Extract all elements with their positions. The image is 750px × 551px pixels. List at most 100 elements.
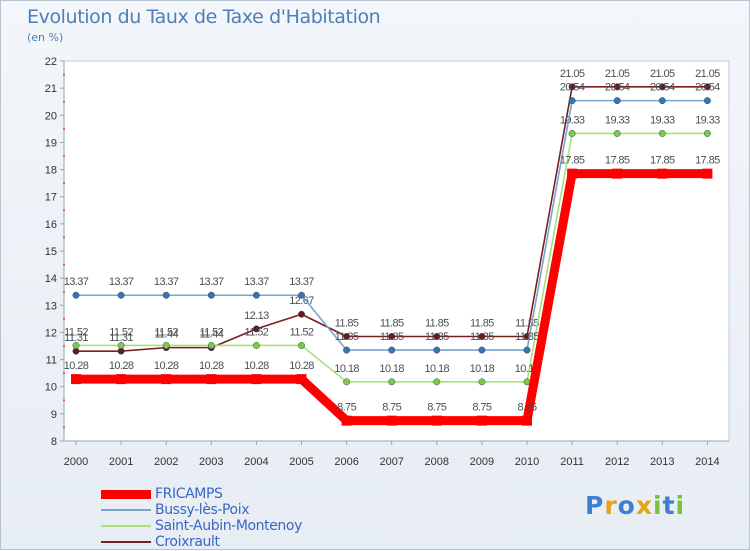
data-point-croixrault (658, 83, 666, 91)
data-point-bussy-les-poix (433, 346, 441, 354)
data-point-bussy-les-poix (388, 346, 396, 354)
data-point-fricamps (702, 168, 713, 179)
data-label-croixrault: 21.05 (560, 68, 585, 80)
brand-letter: x (635, 491, 653, 520)
data-label-bussy-les-poix: 11.35 (335, 331, 359, 343)
data-point-fricamps (71, 374, 81, 385)
data-label-bussy-les-poix: 20.54 (605, 82, 630, 94)
y-minor-tick (63, 290, 65, 293)
data-label-saint-aubin-montenoy: 11.52 (290, 326, 314, 338)
y-tick-label: 16 (45, 219, 57, 231)
x-tick-label: 2001 (109, 456, 133, 468)
data-point-croixrault (613, 83, 621, 91)
legend-label: Croixrault (155, 534, 220, 550)
data-point-bussy-les-poix (207, 291, 215, 299)
data-label-fricamps: 17.85 (650, 155, 675, 167)
data-point-saint-aubin-montenoy (252, 342, 260, 349)
data-point-saint-aubin-montenoy (207, 342, 215, 349)
data-point-saint-aubin-montenoy (117, 342, 125, 349)
y-tick-label: 8 (51, 436, 57, 448)
y-tick-label: 13 (45, 300, 57, 312)
data-label-bussy-les-poix: 13.37 (64, 276, 89, 288)
data-label-saint-aubin-montenoy: 19.33 (650, 114, 675, 126)
legend-item-saint-aubin-montenoy: Saint-Aubin-Montenoy (101, 518, 302, 534)
data-label-bussy-les-poix: 20.54 (650, 82, 675, 94)
data-label-saint-aubin-montenoy: 10.18 (470, 363, 495, 375)
data-point-croixrault (478, 333, 486, 340)
data-label-bussy-les-poix: 13.37 (244, 276, 269, 288)
y-tick-label: 15 (45, 246, 57, 258)
data-point-croixrault (252, 325, 260, 333)
legend-item-bussy-les-poix: Bussy-lès-Poix (101, 502, 302, 518)
legend-swatch (101, 541, 151, 543)
brand-letter: i (675, 491, 686, 520)
y-minor-tick (63, 73, 65, 76)
y-tick-label: 9 (51, 409, 57, 421)
data-label-fricamps: 8.75 (382, 402, 401, 414)
legend-label: FRICAMPS (155, 486, 223, 502)
data-point-fricamps (341, 415, 352, 426)
data-label-saint-aubin-montenoy: 11.52 (109, 326, 133, 338)
legend-label: Saint-Aubin-Montenoy (155, 518, 302, 534)
data-label-fricamps: 10.28 (244, 360, 269, 372)
data-label-croixrault: 21.05 (605, 68, 630, 80)
data-label-fricamps: 8.75 (427, 402, 446, 414)
data-label-saint-aubin-montenoy: 11.52 (154, 326, 178, 338)
data-label-saint-aubin-montenoy: 11.52 (64, 326, 88, 338)
data-point-bussy-les-poix (162, 291, 170, 299)
data-label-fricamps: 17.85 (560, 155, 585, 167)
data-label-bussy-les-poix: 11.35 (515, 331, 539, 343)
data-point-croixrault (388, 333, 396, 340)
data-point-croixrault (433, 333, 441, 340)
data-point-croixrault (343, 333, 351, 340)
y-minor-tick (63, 426, 65, 429)
data-label-croixrault: 11.85 (470, 318, 494, 330)
brand-letter: i (653, 491, 663, 520)
y-tick-label: 18 (45, 165, 57, 177)
legend-swatch (101, 489, 151, 499)
data-point-croixrault (117, 347, 125, 355)
data-label-bussy-les-poix: 20.54 (695, 82, 720, 94)
brand-letter: o (617, 491, 636, 520)
y-minor-tick (63, 155, 65, 157)
y-minor-tick (63, 127, 65, 130)
data-point-saint-aubin-montenoy (162, 342, 170, 349)
y-tick-label: 21 (45, 83, 57, 95)
chart-subtitle: (en %) (27, 31, 64, 44)
legend-swatch (101, 509, 151, 511)
data-point-fricamps (206, 374, 217, 385)
y-tick-label: 17 (45, 192, 57, 204)
data-point-saint-aubin-montenoy (72, 342, 80, 349)
data-label-saint-aubin-montenoy: 19.33 (695, 114, 720, 126)
chart-title: Evolution du Taux de Taxe d'Habitation (27, 6, 381, 28)
data-label-saint-aubin-montenoy: 10.18 (379, 363, 404, 375)
data-label-bussy-les-poix: 13.37 (199, 276, 224, 288)
data-point-bussy-les-poix (117, 291, 125, 299)
data-label-croixrault: 12.13 (244, 310, 269, 322)
data-point-bussy-les-poix (568, 97, 576, 105)
brand-logo: Proxiti (585, 491, 685, 520)
y-minor-tick (63, 236, 65, 239)
data-label-fricamps: 10.28 (154, 360, 179, 372)
legend-item-fricamps: FRICAMPS (101, 486, 302, 502)
data-label-bussy-les-poix: 11.35 (425, 331, 449, 343)
data-point-saint-aubin-montenoy (343, 378, 351, 386)
y-minor-tick (63, 345, 65, 347)
data-label-fricamps: 17.85 (695, 155, 720, 167)
data-label-fricamps: 17.85 (605, 155, 630, 167)
data-label-saint-aubin-montenoy: 10.18 (425, 363, 450, 375)
legend: FRICAMPS Bussy-lès-Poix Saint-Aubin-Mont… (101, 486, 302, 550)
data-label-bussy-les-poix: 20.54 (560, 82, 585, 94)
y-minor-tick (63, 209, 65, 212)
data-label-saint-aubin-montenoy: 10.18 (334, 363, 359, 375)
y-minor-tick (63, 182, 65, 185)
data-label-croixrault: 11.85 (380, 318, 404, 330)
y-minor-tick (63, 317, 65, 320)
y-tick-label: 11 (46, 355, 57, 367)
data-point-fricamps (431, 415, 442, 426)
y-tick-label: 10 (45, 382, 57, 394)
legend-swatch (101, 525, 151, 527)
data-point-bussy-les-poix (478, 346, 486, 354)
